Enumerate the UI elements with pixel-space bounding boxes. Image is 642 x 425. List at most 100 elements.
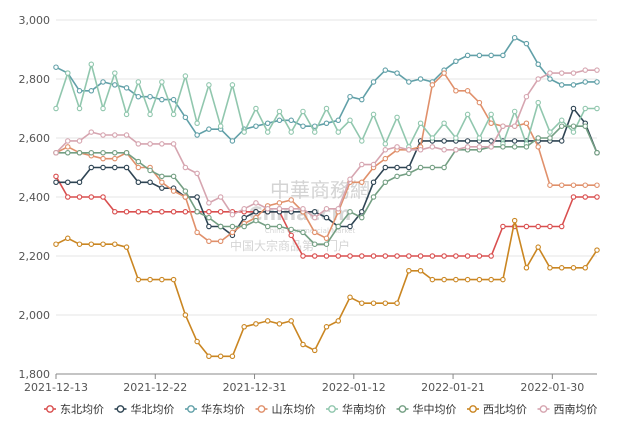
legend-item[interactable]: 华南均价: [326, 402, 386, 416]
data-point[interactable]: [464, 253, 471, 259]
legend-item[interactable]: 华北均价: [114, 402, 175, 416]
data-point[interactable]: [112, 164, 118, 171]
data-point[interactable]: [206, 200, 212, 206]
data-point[interactable]: [464, 88, 471, 94]
data-point[interactable]: [288, 318, 294, 324]
data-point[interactable]: [558, 70, 565, 76]
data-point[interactable]: [382, 179, 389, 186]
data-point[interactable]: [170, 96, 177, 103]
data-point[interactable]: [323, 105, 330, 112]
data-point[interactable]: [229, 223, 236, 230]
data-point[interactable]: [206, 214, 212, 221]
data-point[interactable]: [253, 123, 259, 129]
data-point[interactable]: [253, 217, 259, 224]
data-point[interactable]: [182, 209, 189, 215]
data-point[interactable]: [511, 138, 518, 144]
data-point[interactable]: [311, 129, 318, 135]
data-point[interactable]: [241, 206, 247, 212]
data-point[interactable]: [159, 276, 165, 283]
data-point[interactable]: [441, 138, 447, 144]
data-point[interactable]: [88, 150, 95, 156]
data-point[interactable]: [535, 223, 541, 230]
data-point[interactable]: [253, 209, 259, 215]
data-point[interactable]: [347, 209, 353, 215]
data-point[interactable]: [347, 176, 353, 183]
data-point[interactable]: [311, 214, 318, 221]
data-point[interactable]: [323, 206, 330, 212]
data-point[interactable]: [206, 82, 212, 88]
data-point[interactable]: [511, 144, 518, 150]
data-point[interactable]: [300, 229, 306, 236]
data-point[interactable]: [194, 170, 200, 177]
data-point[interactable]: [370, 111, 377, 118]
data-point[interactable]: [476, 253, 483, 259]
data-point[interactable]: [558, 138, 565, 144]
data-point[interactable]: [276, 223, 283, 230]
data-point[interactable]: [159, 209, 165, 215]
data-point[interactable]: [535, 76, 541, 82]
data-point[interactable]: [182, 188, 189, 194]
data-point[interactable]: [347, 294, 353, 301]
data-point[interactable]: [582, 123, 588, 129]
data-point[interactable]: [182, 114, 189, 121]
data-point[interactable]: [582, 265, 588, 271]
data-point[interactable]: [335, 223, 342, 230]
data-point[interactable]: [100, 79, 106, 85]
data-point[interactable]: [511, 34, 518, 41]
data-point[interactable]: [417, 120, 424, 127]
data-point[interactable]: [335, 117, 342, 124]
data-point[interactable]: [594, 194, 600, 200]
data-point[interactable]: [406, 164, 412, 171]
data-point[interactable]: [406, 79, 412, 85]
data-point[interactable]: [488, 111, 494, 118]
data-point[interactable]: [170, 111, 177, 118]
data-point[interactable]: [382, 164, 389, 171]
data-point[interactable]: [135, 276, 142, 283]
data-point[interactable]: [429, 164, 436, 171]
data-point[interactable]: [429, 276, 436, 283]
data-point[interactable]: [323, 214, 330, 221]
data-point[interactable]: [476, 135, 483, 141]
data-point[interactable]: [53, 173, 59, 180]
data-point[interactable]: [335, 253, 342, 259]
data-point[interactable]: [65, 194, 71, 200]
data-point[interactable]: [359, 300, 365, 306]
data-point[interactable]: [347, 93, 353, 100]
data-point[interactable]: [570, 123, 577, 129]
data-point[interactable]: [300, 206, 306, 212]
data-point[interactable]: [276, 200, 283, 206]
data-point[interactable]: [406, 253, 412, 259]
data-point[interactable]: [406, 170, 412, 177]
data-point[interactable]: [53, 150, 59, 156]
data-point[interactable]: [241, 324, 247, 330]
data-point[interactable]: [229, 353, 236, 360]
data-point[interactable]: [370, 79, 377, 85]
data-point[interactable]: [582, 182, 588, 188]
data-point[interactable]: [100, 194, 106, 200]
data-point[interactable]: [53, 241, 59, 247]
data-point[interactable]: [594, 247, 600, 253]
data-point[interactable]: [194, 194, 200, 200]
data-point[interactable]: [570, 70, 577, 76]
data-point[interactable]: [382, 67, 389, 73]
data-point[interactable]: [100, 155, 106, 162]
data-point[interactable]: [582, 67, 588, 73]
data-point[interactable]: [65, 235, 71, 242]
data-point[interactable]: [170, 276, 177, 283]
data-point[interactable]: [76, 138, 83, 144]
data-point[interactable]: [570, 194, 577, 200]
data-point[interactable]: [558, 265, 565, 271]
data-point[interactable]: [464, 111, 471, 118]
legend-item[interactable]: 东北均价: [44, 403, 104, 416]
data-point[interactable]: [170, 188, 177, 194]
data-point[interactable]: [429, 253, 436, 259]
data-point[interactable]: [523, 93, 530, 100]
legend-item[interactable]: 山东均价: [255, 403, 316, 416]
legend-item[interactable]: 西北均价: [467, 403, 527, 416]
data-point[interactable]: [511, 123, 518, 129]
data-point[interactable]: [359, 138, 365, 144]
data-point[interactable]: [535, 99, 541, 106]
data-point[interactable]: [359, 209, 365, 215]
data-point[interactable]: [288, 226, 294, 233]
data-point[interactable]: [135, 93, 142, 100]
